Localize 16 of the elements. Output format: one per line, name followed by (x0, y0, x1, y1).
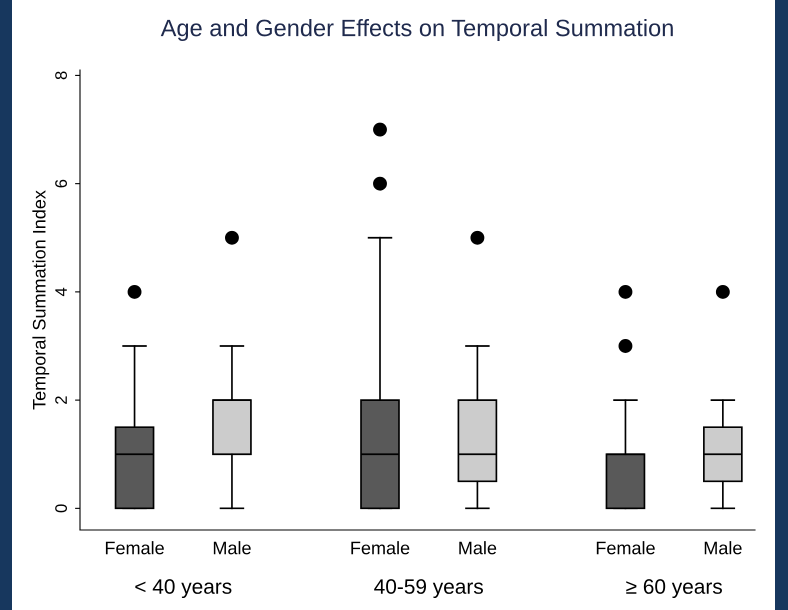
y-tick-label: 8 (55, 72, 67, 80)
chart-title: Age and Gender Effects on Temporal Summation (160, 18, 673, 42)
x-tick-label: Female (351, 541, 410, 554)
text: ≥ 60 years (626, 579, 722, 598)
x-tick-label: Female (106, 541, 164, 554)
y-axis-title: Temporal Summation Index (32, 190, 50, 410)
y-tick-label: 0 (55, 504, 67, 512)
text: 40-59 years (374, 579, 483, 598)
x-tick-label: Male (704, 541, 742, 554)
y-tick-label: 6 (55, 180, 67, 188)
y-tick-label: 2 (55, 396, 67, 404)
x-tick-label: Male (214, 541, 251, 554)
y-tick-label: 4 (55, 288, 67, 296)
x-tick-label: Male (459, 541, 496, 554)
x-tick-label: Female (596, 541, 655, 554)
text: < 40 years (135, 579, 232, 598)
